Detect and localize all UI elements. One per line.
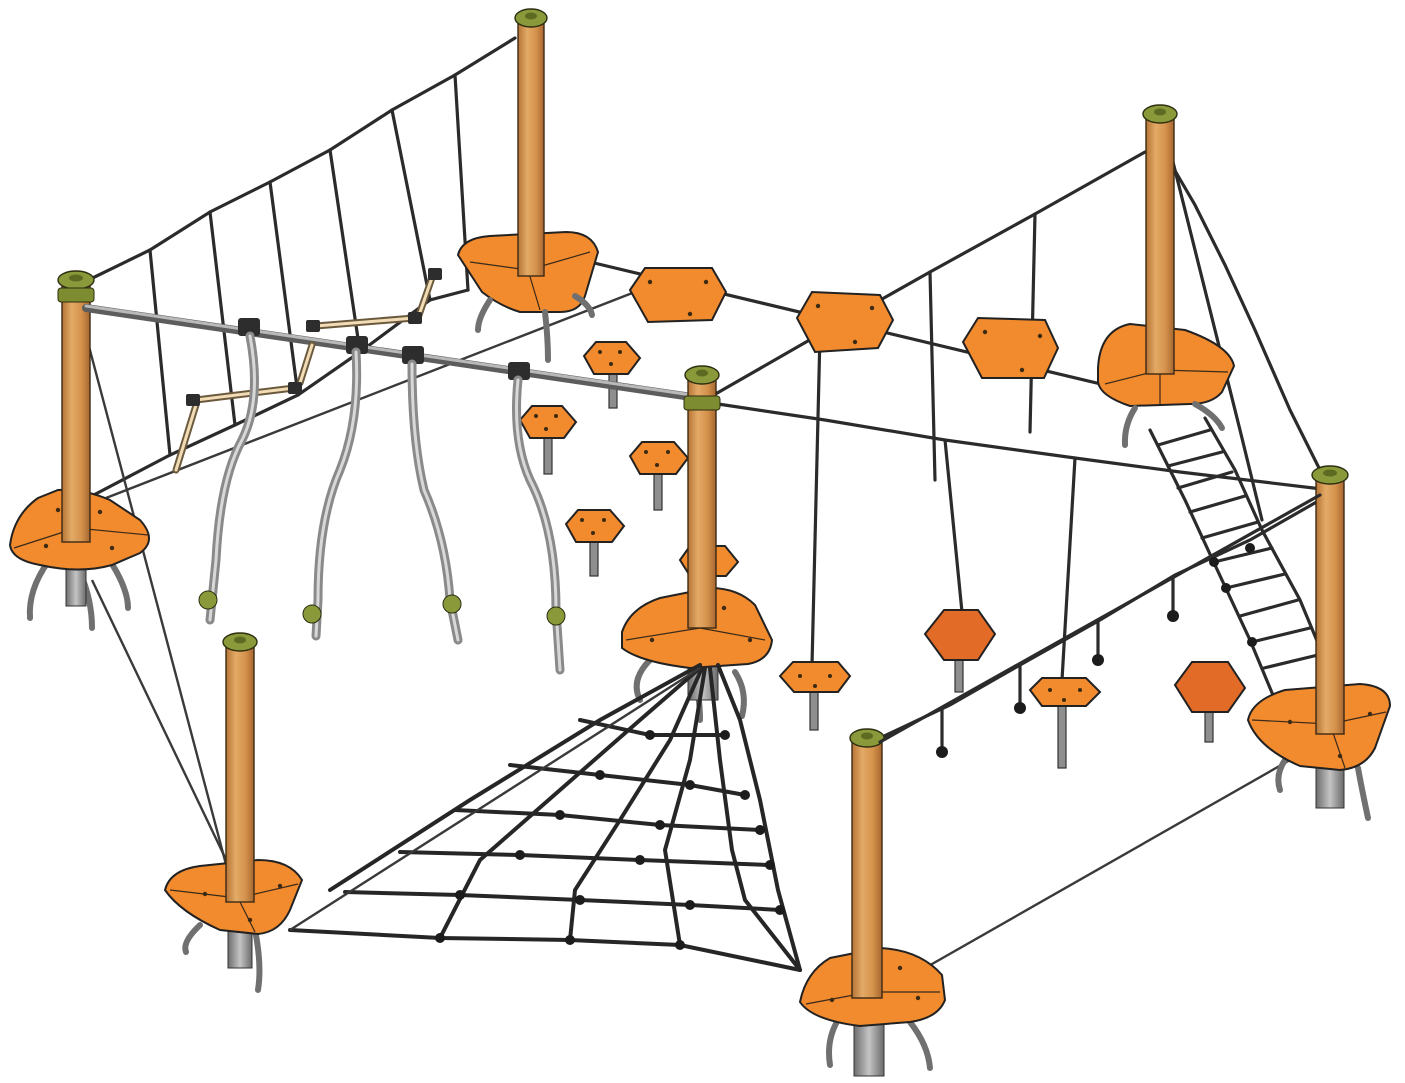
step-post-top xyxy=(628,441,690,475)
hex-seat xyxy=(923,609,997,661)
pole-back-left xyxy=(456,8,600,363)
climbing-net xyxy=(288,663,802,972)
hex-step xyxy=(961,316,1060,379)
hex-seat xyxy=(1173,661,1247,713)
hex-seat xyxy=(1028,677,1102,707)
pole-back-right xyxy=(1097,104,1236,448)
pole-left xyxy=(8,270,150,631)
hex-step xyxy=(628,267,728,324)
ladder-back-cable xyxy=(1168,148,1264,522)
middle-cross-cable xyxy=(716,402,1332,492)
step-post-top xyxy=(564,509,626,543)
stepping-posts xyxy=(518,341,740,577)
pole-front-left xyxy=(163,632,304,993)
left-lower-cable xyxy=(90,579,234,873)
bridge-upper-cable xyxy=(70,36,517,290)
left-diagonal-cable xyxy=(80,319,230,873)
step-post-top xyxy=(518,405,578,439)
bridge-hangers xyxy=(148,73,470,457)
hex-steps-back-row xyxy=(628,267,1060,379)
hex-seat xyxy=(778,661,852,693)
back-right-cable xyxy=(1158,143,1332,492)
hex-step xyxy=(795,290,895,354)
swinging-seats xyxy=(778,609,1247,769)
hanging-swing-bars xyxy=(198,331,566,675)
pole-right xyxy=(1246,465,1392,821)
front-edge-cables xyxy=(289,493,1322,932)
net-knots xyxy=(435,730,785,950)
swing-beam xyxy=(82,268,716,474)
front-right-ground-cable xyxy=(917,758,1291,974)
rope-ladder xyxy=(1148,416,1327,702)
step-post-top xyxy=(582,341,642,375)
pole-front-center xyxy=(798,728,947,1077)
low-cable-drops xyxy=(936,576,1179,758)
